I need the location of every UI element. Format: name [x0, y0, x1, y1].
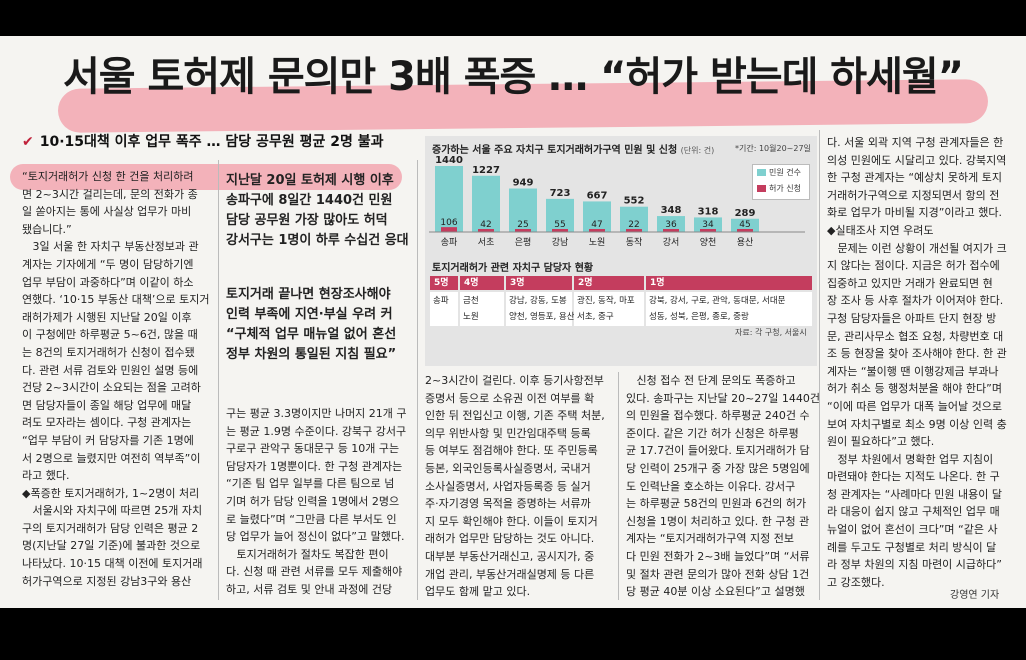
- bar-permit-applications: [515, 229, 531, 232]
- headline: 서울 토허제 문의만 3배 폭증 … “허가 받는데 하세월”: [62, 54, 964, 100]
- chart-source: 자료: 각 구청, 서울시: [735, 328, 807, 337]
- category-label: 용산: [737, 237, 754, 248]
- article-column-5: 다. 서울 외곽 지역 구청 관계자들은 한 의성 민원에도 시달리고 있다. …: [827, 136, 1007, 589]
- staff-group-districts: 강남, 강동, 도봉 양천, 영등포, 용산: [506, 292, 575, 326]
- bar-permit-applications: [589, 229, 605, 232]
- data-label-permit: 25: [517, 220, 528, 230]
- legend-label: 민원 건수: [769, 168, 801, 177]
- data-label-civil: 1227: [472, 165, 500, 176]
- data-label-civil: 552: [624, 196, 645, 207]
- bar-civil-complaints: [694, 217, 722, 232]
- bar-permit-applications: [626, 229, 642, 232]
- article-column-1: “토지거래허가 신청 한 건을 처리하려 면 2~3시간 걸리는데, 문의 전화…: [22, 170, 210, 588]
- chart-legend: 민원 건수 허가 신청: [752, 164, 810, 200]
- staff-group-header: 4명: [460, 276, 504, 290]
- subheadline-text: 10·15대책 이후 업무 폭주 … 담당 공무원 평균 2명 불과: [39, 134, 384, 150]
- legend-label: 허가 신청: [769, 184, 801, 193]
- bar-civil-complaints: [657, 216, 685, 232]
- article-column-4: 신청 접수 전 단계 문의도 폭증하고 있다. 송파구는 지난달 20~27일 …: [626, 374, 821, 599]
- data-label-permit: 34: [702, 220, 714, 230]
- bar-permit-applications: [700, 229, 716, 232]
- chart-period: *기간: 10월20~27일: [735, 144, 811, 153]
- article-column-3: 2~3시간이 걸린다. 이후 등기사항전부 증명서 등으로 소유권 이전 여부를…: [425, 374, 605, 599]
- bar-permit-applications: [737, 229, 753, 232]
- bar-civil-complaints: [509, 188, 537, 232]
- data-label-permit: 47: [591, 220, 602, 230]
- lead-summary-1: 지난달 20일 토허제 시행 이후 송파구에 8일간 1440건 민원 담당 공…: [226, 173, 409, 248]
- data-label-civil: 1440: [435, 155, 463, 166]
- bar-civil-complaints: [435, 166, 463, 232]
- data-label-permit: 42: [480, 220, 491, 230]
- chart-title-text: 증가하는 서울 주요 자치구 토지거래허가구역 민원 및 신청: [432, 145, 678, 156]
- category-label: 노원: [589, 237, 606, 248]
- legend-item-civil: 민원 건수: [753, 165, 809, 181]
- data-label-permit: 22: [628, 220, 639, 230]
- bar-civil-complaints: [546, 198, 574, 232]
- data-label-civil: 289: [735, 208, 756, 219]
- staff-group-districts: 강북, 강서, 구로, 관악, 동대문, 서대문 성동, 성북, 은평, 종로,…: [646, 292, 812, 326]
- bar-civil-complaints: [472, 175, 500, 232]
- staff-group-districts: 광진, 동작, 마포 서초, 중구: [574, 292, 644, 326]
- bar-permit-applications: [478, 229, 494, 232]
- bar-chart: 1440 106 송파 1227 42 서초 949 25 은평 723 55 강남 667 47 노원 55…: [429, 155, 805, 248]
- chart-title: 증가하는 서울 주요 자치구 토지거래허가구역 민원 및 신청 (단위: 건): [432, 141, 714, 156]
- staff-group-header: 5명: [430, 276, 458, 290]
- staff-group-districts: 송파: [430, 292, 458, 326]
- bar-civil-complaints: [620, 206, 648, 232]
- column-divider: [819, 130, 820, 600]
- data-label-civil: 348: [661, 205, 682, 216]
- data-label-permit: 45: [739, 220, 750, 230]
- category-label: 강서: [663, 237, 680, 248]
- column-divider: [218, 160, 219, 600]
- data-label-civil: 949: [513, 178, 534, 189]
- column-divider: [618, 372, 619, 600]
- lead-summary-2: 토지거래 끝나면 현장조사해야 인력 부족에 지연·부실 우려 커 “구체적 업…: [226, 287, 397, 362]
- legend-item-permit: 허가 신청: [753, 181, 809, 197]
- check-mark-icon: ✔: [22, 134, 34, 150]
- subheadline: ✔ 10·15대책 이후 업무 폭주 … 담당 공무원 평균 2명 불과: [22, 131, 383, 151]
- staff-table-title: 토지거래허가 관련 자치구 담당자 현황: [432, 263, 594, 274]
- category-label: 강남: [552, 237, 569, 248]
- staff-group-districts: 금천 노원: [460, 292, 504, 326]
- data-label-permit: 106: [440, 218, 457, 228]
- legend-swatch: [757, 185, 766, 192]
- chart-unit: (단위: 건): [680, 146, 715, 155]
- category-label: 은평: [515, 237, 532, 248]
- category-label: 송파: [441, 237, 458, 248]
- data-label-civil: 318: [698, 206, 719, 217]
- bar-permit-applications: [663, 229, 679, 232]
- legend-swatch: [757, 169, 766, 176]
- data-label-civil: 723: [550, 188, 571, 199]
- category-label: 서초: [478, 237, 495, 248]
- bar-permit-applications: [441, 227, 457, 232]
- category-label: 동작: [626, 237, 643, 248]
- data-label-permit: 36: [665, 220, 677, 230]
- bar-permit-applications: [552, 229, 568, 232]
- data-label-civil: 667: [587, 190, 608, 201]
- bar-civil-complaints: [583, 201, 611, 232]
- infographic-box: [425, 136, 817, 366]
- staff-group-header: 2명: [574, 276, 644, 290]
- data-label-permit: 55: [554, 220, 565, 230]
- bar-civil-complaints: [731, 218, 759, 232]
- column-divider: [417, 160, 418, 600]
- byline: 강영연 기자: [950, 590, 1000, 601]
- staff-group-header: 3명: [506, 276, 572, 290]
- article-column-2: 구는 평균 3.3명이지만 나머지 21개 구 는 평균 1.9명 수준이다. …: [226, 407, 407, 596]
- category-label: 양천: [700, 237, 717, 248]
- subheadline-highlight: [10, 164, 402, 190]
- staff-group-header: 1명: [646, 276, 812, 290]
